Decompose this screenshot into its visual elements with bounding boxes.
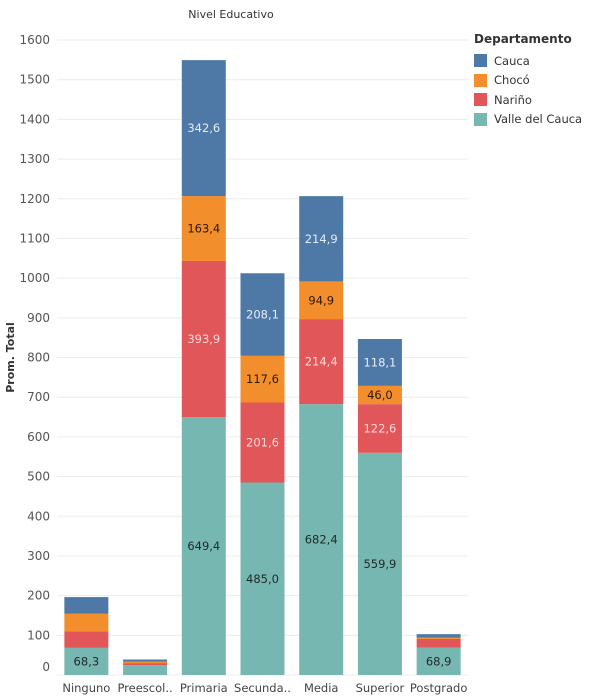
legend-label: Nariño — [494, 92, 532, 107]
y-axis-label: Prom. Total — [4, 322, 17, 393]
y-tick-label: 1600 — [19, 33, 50, 47]
bar-segment-cauca-6 — [416, 634, 461, 638]
data-label: 68,9 — [426, 654, 452, 668]
x-tick-label: Superior — [356, 681, 405, 695]
legend-swatch-cauca — [474, 54, 487, 68]
data-label: 682,4 — [305, 533, 338, 547]
bar-segment-nari-o-4 — [299, 319, 344, 405]
bar-segment-valle-del-cauca-0 — [64, 647, 109, 675]
data-label: 342,6 — [187, 121, 220, 135]
bar-segment-valle-del-cauca-4 — [299, 404, 344, 675]
legend-swatch-narino — [474, 93, 487, 107]
bar-segment-nari-o-2 — [181, 260, 226, 418]
legend-item-cauca[interactable]: Cauca — [474, 51, 582, 71]
legend-swatch-valle-del-cauca — [474, 112, 487, 126]
data-label: 214,9 — [305, 232, 338, 246]
data-label: 68,3 — [74, 654, 100, 668]
x-tick-label: Ninguno — [62, 681, 110, 695]
bar-segment-valle-del-cauca-5 — [357, 452, 402, 675]
data-label: 485,0 — [246, 572, 279, 586]
x-tick-label: Media — [304, 681, 339, 695]
legend: Departamento Cauca Chocó Nariño Valle de… — [474, 32, 582, 129]
bar-segment-nari-o-6 — [416, 638, 461, 648]
data-label: 117,6 — [246, 372, 279, 386]
data-label: 46,0 — [367, 388, 393, 402]
bar-segment-valle-del-cauca-3 — [240, 482, 285, 675]
bar-segment-choc--4 — [299, 281, 344, 320]
data-label: 559,9 — [363, 557, 396, 571]
chart-title: Nivel Educativo — [188, 8, 274, 21]
legend-title: Departamento — [474, 32, 572, 46]
bar-segment-nari-o-1 — [123, 663, 168, 666]
bar-segment-valle-del-cauca-6 — [416, 647, 461, 675]
x-tick-label: Primaria — [180, 681, 228, 695]
y-tick-label: 1400 — [19, 112, 50, 126]
bar-segment-cauca-1 — [123, 659, 168, 662]
bar-segment-nari-o-3 — [240, 402, 285, 483]
y-tick-label: 400 — [27, 509, 50, 523]
data-label: 214,4 — [305, 355, 338, 369]
y-tick-label: 0 — [42, 660, 50, 674]
data-label: 393,9 — [187, 332, 220, 346]
bar-segment-cauca-2 — [181, 60, 226, 197]
bar-segment-cauca-0 — [64, 597, 109, 614]
bar-segment-valle-del-cauca-1 — [123, 665, 168, 675]
y-tick-label: 100 — [27, 628, 50, 642]
data-label: 208,1 — [246, 308, 279, 322]
bar-segment-valle-del-cauca-2 — [181, 417, 226, 675]
y-tick-label: 1300 — [19, 152, 50, 166]
legend-item-valle-del-cauca[interactable]: Valle del Cauca — [474, 110, 582, 130]
data-label: 201,6 — [246, 436, 279, 450]
legend-swatch-choco — [474, 73, 487, 87]
bar-segment-choc--5 — [357, 385, 402, 405]
y-tick-label: 300 — [27, 549, 50, 563]
bar-segment-cauca-3 — [240, 273, 285, 356]
bar-segment-cauca-4 — [299, 196, 344, 282]
y-tick-label: 800 — [27, 351, 50, 365]
legend-item-narino[interactable]: Nariño — [474, 90, 582, 110]
x-tick-label: Preescol.. — [117, 681, 172, 695]
legend-label: Cauca — [494, 53, 530, 68]
bar-segment-choc--1 — [123, 661, 168, 664]
bar-segment-choc--0 — [64, 613, 109, 632]
y-tick-label: 500 — [27, 470, 50, 484]
data-label: 118,1 — [363, 355, 396, 369]
legend-label: Chocó — [494, 73, 530, 88]
bar-segment-cauca-5 — [357, 339, 402, 386]
y-tick-label: 600 — [27, 430, 50, 444]
y-tick-label: 200 — [27, 589, 50, 603]
legend-label: Valle del Cauca — [494, 112, 583, 127]
y-tick-label: 900 — [27, 311, 50, 325]
y-tick-label: 1100 — [19, 231, 50, 245]
y-tick-label: 1200 — [19, 192, 50, 206]
x-tick-label: Secunda.. — [234, 681, 291, 695]
data-label: 649,4 — [187, 539, 220, 553]
y-tick-label: 1500 — [19, 73, 50, 87]
bar-segment-nari-o-0 — [64, 631, 109, 648]
x-tick-label: Postgrado — [410, 681, 467, 695]
bar-segment-nari-o-5 — [357, 404, 402, 453]
y-tick-label: 700 — [27, 390, 50, 404]
bar-segment-choc--3 — [240, 355, 285, 403]
data-label: 163,4 — [187, 222, 220, 236]
bar-segment-choc--2 — [181, 196, 226, 261]
legend-item-choco[interactable]: Chocó — [474, 71, 582, 91]
data-label: 94,9 — [308, 293, 334, 307]
data-label: 122,6 — [363, 421, 396, 435]
y-tick-label: 1000 — [19, 271, 50, 285]
bar-segment-choc--6 — [416, 637, 461, 639]
